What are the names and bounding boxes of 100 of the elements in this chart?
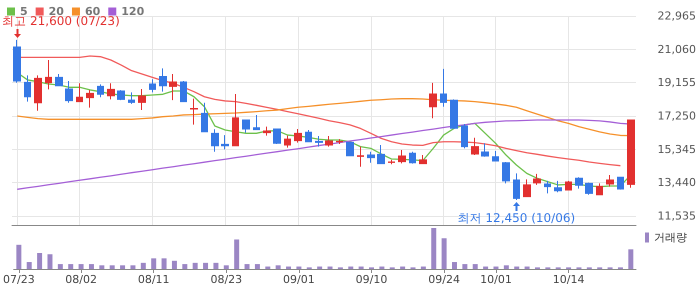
candlestick — [128, 92, 135, 104]
candlestick — [138, 88, 146, 111]
candlestick — [24, 74, 31, 102]
y-tick-label: 19,155 — [658, 76, 696, 90]
y-tick-label: 22,965 — [658, 10, 696, 22]
bar — [16, 244, 22, 269]
candlestick — [107, 82, 115, 100]
candlestick — [409, 151, 416, 164]
candlestick — [211, 128, 219, 152]
bar — [276, 265, 281, 269]
candlestick — [357, 146, 364, 168]
candlestick — [201, 102, 208, 132]
candlestick — [45, 60, 52, 90]
candlestick — [398, 149, 406, 164]
candlestick — [76, 82, 83, 102]
bar — [472, 264, 478, 269]
candlestick — [388, 159, 395, 165]
bar — [151, 258, 156, 269]
candlestick — [585, 182, 593, 196]
candlestick — [273, 128, 281, 144]
bar — [47, 254, 52, 269]
bar — [431, 228, 436, 269]
y-tick-label: 15,345 — [658, 142, 696, 156]
bar — [162, 258, 167, 269]
candlestick — [377, 144, 385, 164]
x-tick-label: 08/11 — [138, 273, 170, 286]
candlestick — [627, 120, 635, 188]
candlestick — [55, 74, 63, 86]
candlestick — [513, 172, 520, 200]
candlestick — [284, 135, 291, 148]
bar — [203, 262, 208, 269]
candlestick — [315, 135, 323, 148]
bar — [88, 264, 94, 269]
x-tick-label: 10/01 — [480, 273, 512, 286]
bar — [99, 265, 104, 269]
bar — [140, 262, 146, 269]
candlestick — [34, 74, 42, 112]
x-tick-label: 08/02 — [65, 273, 97, 286]
bar — [110, 265, 115, 269]
x-tick-label: 10/14 — [552, 273, 584, 286]
candlestick — [180, 80, 187, 102]
bar — [37, 253, 42, 269]
bar — [130, 265, 136, 269]
bar — [26, 262, 32, 269]
candlestick — [502, 162, 510, 184]
candlestick — [606, 174, 614, 188]
candlestick — [471, 137, 479, 156]
legend-label: 120 — [121, 5, 145, 18]
bar — [244, 264, 250, 269]
candlestick — [294, 128, 302, 144]
candlestick — [149, 78, 156, 93]
candlestick — [544, 180, 551, 194]
candlestick — [440, 68, 447, 108]
bar — [254, 264, 260, 269]
candlestick — [533, 173, 541, 186]
candlestick — [617, 176, 624, 190]
bar — [224, 265, 229, 269]
candlestick — [221, 134, 229, 150]
candlestick — [305, 129, 312, 142]
candlestick — [159, 68, 167, 92]
bar — [213, 262, 218, 269]
x-tick-label: 09/24 — [428, 273, 460, 286]
bar — [58, 264, 63, 269]
candlestick — [117, 90, 125, 101]
y-tick-label: 11,535 — [658, 209, 696, 222]
candlestick — [450, 98, 458, 129]
candlestick — [169, 74, 177, 101]
candlestick — [325, 135, 333, 148]
bar — [172, 260, 177, 269]
candlestick — [232, 93, 239, 146]
bar — [452, 262, 457, 269]
candlestick — [461, 124, 468, 149]
x-tick-label: 08/23 — [210, 273, 242, 286]
bar — [78, 264, 84, 269]
bar — [182, 264, 188, 269]
bar — [442, 238, 447, 269]
candlestick — [596, 182, 603, 196]
candlestick — [367, 151, 375, 164]
bar — [234, 239, 240, 269]
candlestick — [346, 142, 354, 156]
y-tick-label: 21,060 — [658, 42, 696, 56]
candlestick — [263, 126, 271, 136]
candlestick — [86, 90, 94, 108]
legend-label: 거래량 — [654, 231, 687, 244]
bar — [628, 249, 634, 269]
x-tick-label: 07/23 — [3, 273, 35, 286]
x-tick-label: 09/10 — [356, 273, 388, 286]
candlestick — [554, 180, 562, 193]
bar — [504, 265, 509, 269]
y-tick-label: 13,440 — [658, 176, 696, 190]
candlestick — [492, 150, 499, 162]
bar — [68, 264, 74, 269]
candlestick — [481, 142, 489, 158]
candlestick — [253, 114, 260, 130]
x-tick-label: 09/01 — [283, 273, 315, 286]
bar — [462, 264, 468, 269]
candlestick — [419, 154, 427, 164]
candlestick — [575, 176, 583, 190]
candlestick — [97, 84, 104, 98]
y-tick-label: 17,250 — [658, 109, 696, 122]
